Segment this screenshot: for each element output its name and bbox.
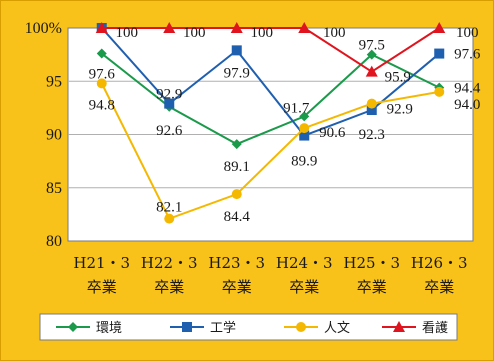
data-point (366, 105, 377, 116)
data-label: 90.6 (319, 125, 346, 141)
data-label: 94.0 (454, 97, 480, 113)
data-label: 92.3 (359, 127, 385, 143)
x-tick-label: H22・3 (141, 254, 198, 272)
legend: 環境 工学 人文 看護 (39, 313, 458, 341)
data-point (365, 65, 378, 77)
legend-marker (393, 321, 405, 332)
data-label: 92.9 (156, 87, 182, 103)
data-label: 89.1 (224, 159, 250, 175)
data-label: 100 (456, 25, 479, 41)
data-label: 95.9 (385, 70, 411, 86)
x-tick-label: H23・3 (208, 254, 265, 272)
series-line (101, 27, 440, 137)
data-label: 92.9 (387, 102, 413, 118)
data-point (299, 123, 310, 134)
data-point (434, 86, 445, 97)
data-label: 84.4 (224, 209, 251, 225)
data-label: 100 (323, 25, 346, 41)
data-point (164, 98, 175, 109)
legend-marker (182, 322, 192, 332)
data-point (434, 48, 445, 59)
data-label: 100 (183, 25, 206, 41)
data-point (231, 189, 242, 200)
data-label: 89.9 (291, 154, 317, 170)
data-point (299, 130, 310, 141)
y-tick-label: 100% (25, 20, 62, 37)
legend-marker (296, 322, 306, 332)
legend-label: 看護 (422, 320, 448, 336)
data-label: 82.1 (156, 200, 182, 216)
x-axis: H21・3 卒業 H22・3 卒業 H23・3 卒業 H24・3 卒業 H25・3 卒業 H26・3… (73, 254, 467, 296)
series-line (101, 52, 440, 146)
data-point (96, 48, 107, 59)
x-tick-label: H24・3 (276, 254, 333, 272)
data-label: 91.7 (283, 100, 310, 116)
data-point (366, 49, 377, 60)
x-tick-label-sub: 卒業 (154, 278, 184, 296)
x-tick-label-sub: 卒業 (424, 278, 454, 296)
x-tick-label-sub: 卒業 (289, 278, 319, 296)
data-point (366, 98, 377, 109)
legend-marker (68, 322, 78, 332)
y-tick-label: 90 (46, 127, 62, 144)
data-point (299, 111, 310, 122)
legend-label: 人文 (324, 321, 350, 336)
data-label: 94.8 (89, 97, 115, 113)
data-point (231, 139, 242, 150)
x-tick-label-sub: 卒業 (357, 278, 387, 296)
data-point (164, 213, 175, 224)
x-tick-label-sub: 卒業 (222, 278, 252, 296)
data-label: 97.9 (224, 65, 250, 81)
legend-label: 環境 (96, 321, 122, 336)
data-point (95, 22, 108, 33)
data-point (230, 22, 243, 33)
x-tick-label-sub: 卒業 (87, 278, 117, 296)
data-labels: 97.6 92.6 89.1 91.7 97.5 94.4 92.9 97.9 89.9 92.3… (89, 25, 481, 225)
data-label: 100 (251, 25, 274, 41)
data-label: 97.6 (89, 67, 116, 83)
x-tick-label: H21・3 (73, 254, 130, 272)
data-label: 94.4 (454, 81, 481, 97)
data-label: 97.5 (359, 38, 385, 54)
series-group (95, 22, 446, 224)
data-label: 100 (116, 25, 139, 41)
y-tick-label: 95 (46, 73, 62, 90)
data-point (433, 22, 446, 33)
legend-label: 工学 (210, 320, 236, 336)
data-label: 97.6 (454, 47, 481, 63)
data-point (298, 22, 311, 33)
data-point (163, 22, 176, 33)
y-tick-label: 80 (46, 233, 62, 250)
x-tick-label: H26・3 (411, 254, 468, 272)
data-point (96, 78, 107, 89)
series-line (100, 82, 440, 220)
data-point (231, 45, 242, 56)
x-tick-label: H25・3 (343, 254, 400, 272)
y-tick-label: 85 (46, 180, 62, 197)
data-label: 92.6 (156, 123, 183, 139)
y-axis: 80 85 90 95 100% (25, 20, 62, 250)
series-line (101, 27, 440, 73)
